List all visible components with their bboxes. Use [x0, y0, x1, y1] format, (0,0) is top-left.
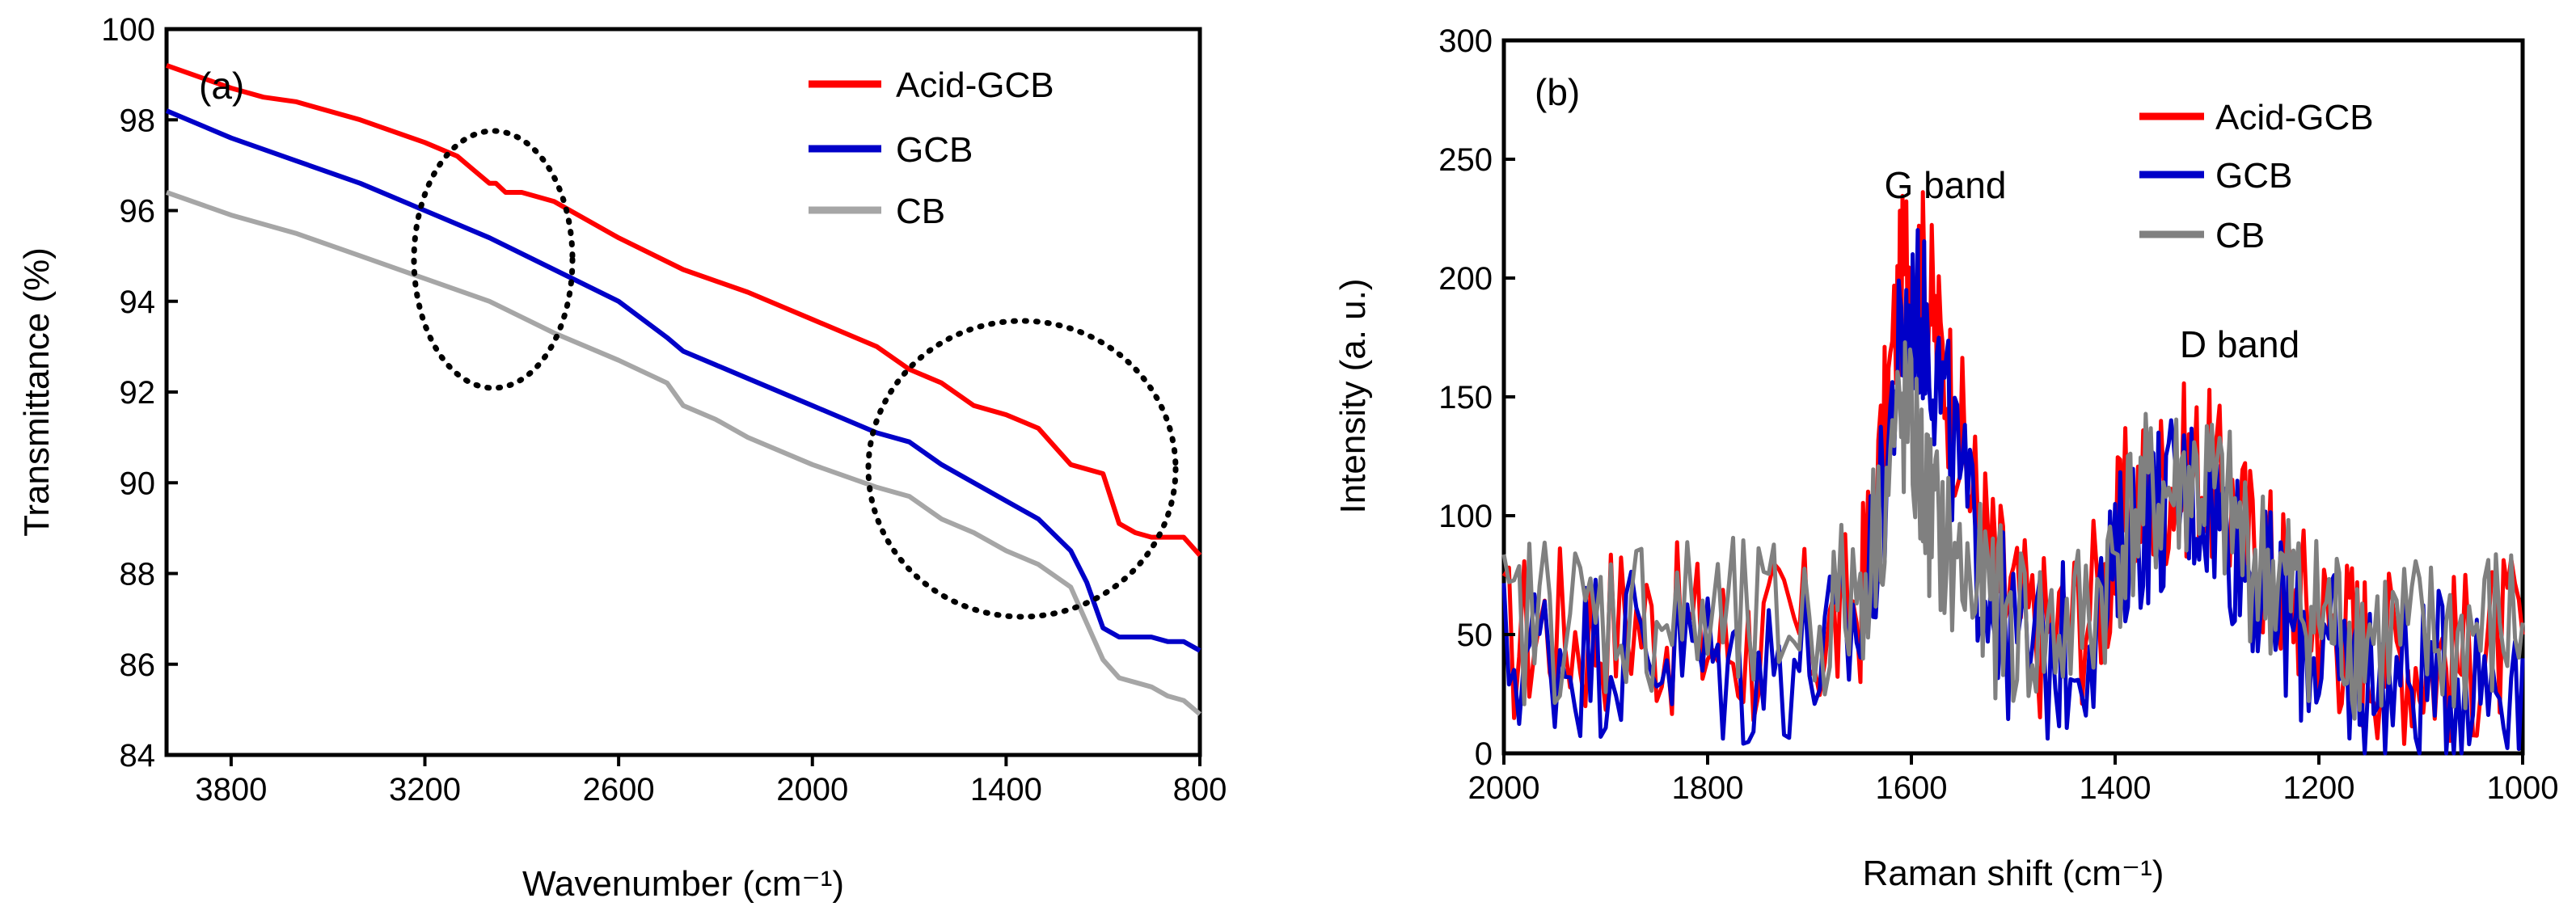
- panel-b-y-tick-label: 100: [1438, 499, 1493, 534]
- d-band-annotation: D band: [2180, 323, 2299, 365]
- panel-a-y-tick-label: 92: [120, 375, 156, 411]
- panel-b-y-tick-label: 150: [1438, 380, 1493, 415]
- panel-a-x-tick-label: 3800: [195, 772, 267, 807]
- panel-b-x-tick-label: 1400: [2080, 770, 2152, 806]
- panel-b-y-tick-label: 250: [1438, 142, 1493, 178]
- panel-b-x-tick-label: 1200: [2283, 770, 2355, 806]
- panel-a-legend-label-gcb: GCB: [896, 130, 973, 170]
- panel-a-y-axis-title: Transmittance (%): [17, 247, 57, 537]
- panel-a-highlight-circle-right: [865, 318, 1179, 620]
- panel-a-label: (a): [199, 65, 244, 107]
- panel-b-y-tick-label: 300: [1438, 23, 1493, 59]
- panel-b-legend-label-acid-gcb: Acid-GCB: [2215, 98, 2374, 137]
- panel-a-x-tick-label: 800: [1173, 772, 1227, 807]
- panel-b-y-tick-label: 50: [1457, 618, 1493, 653]
- panel-b-x-ticks: 2000 1800 1600 1400 1200 1000: [1468, 753, 2559, 806]
- panel-b-x-tick-label: 1800: [1672, 770, 1744, 806]
- panel-b-x-axis-title: Raman shift (cm⁻¹): [1863, 854, 2164, 893]
- panel-b-label: (b): [1535, 71, 1580, 113]
- panel-a-legend-label-acid-gcb: Acid-GCB: [896, 65, 1054, 105]
- panel-a-highlight-circle-left: [411, 128, 576, 391]
- panel-a-legend: Acid-GCB GCB CB: [809, 65, 1054, 231]
- panel-a-x-ticks: 3800 3200 2600 2000 1400 800: [195, 755, 1227, 807]
- panel-a-legend-label-cb: CB: [896, 192, 945, 231]
- panel-b-y-ticks: 0 50 100 150 200 250 300: [1438, 23, 1515, 772]
- panel-b-legend-label-cb: CB: [2215, 216, 2265, 255]
- panel-b-x-tick-label: 1600: [1876, 770, 1948, 806]
- panel-a-y-tick-label: 98: [120, 103, 156, 138]
- panel-a-x-tick-label: 2000: [776, 772, 848, 807]
- panel-a-series-gcb: [165, 108, 1201, 653]
- panel-a-y-tick-label: 84: [120, 738, 156, 774]
- panel-b-x-tick-label: 1000: [2487, 770, 2559, 806]
- panel-a-x-axis-title: Wavenumber (cm⁻¹): [522, 864, 844, 904]
- panel-a-y-tick-label: 86: [120, 647, 156, 683]
- panel-b-legend-label-gcb: GCB: [2215, 156, 2292, 196]
- panel-a-series-cb: [166, 190, 1201, 716]
- panel-a-y-tick-label: 94: [120, 285, 156, 320]
- g-band-annotation: G band: [1885, 164, 2007, 206]
- panel-b-series-group: [1501, 190, 2525, 756]
- panel-b-raman-chart: 0 50 100 150 200 250 300 2000 1800 1600 1400 1200 1…: [1333, 23, 2558, 893]
- panel-b-y-tick-label: 200: [1438, 261, 1493, 297]
- panel-b-legend: Acid-GCB GCB CB: [2139, 98, 2374, 255]
- panel-a-ftir-chart: 84 86 88 90 92 94 96 98 100 3800 3200 2600 2000 1400…: [17, 12, 1227, 904]
- panel-a-y-tick-label: 90: [120, 466, 156, 501]
- panel-b-y-axis-title: Intensity (a. u.): [1333, 278, 1373, 513]
- panel-a-plot-frame: [164, 27, 1202, 757]
- panel-b-series-cb: [1501, 340, 2525, 721]
- panel-a-x-tick-label: 2600: [583, 772, 655, 807]
- panel-a-x-tick-label: 1400: [970, 772, 1042, 807]
- panel-b-x-tick-label: 2000: [1468, 770, 1540, 806]
- panel-a-y-tick-label: 100: [101, 12, 155, 48]
- panel-a-y-tick-label: 88: [120, 557, 156, 592]
- panel-a-y-tick-label: 96: [120, 194, 156, 230]
- panel-a-series-acid-gcb: [166, 63, 1202, 557]
- panel-a-y-ticks: 84 86 88 90 92 94 96 98 100: [101, 12, 178, 774]
- panel-a-x-tick-label: 3200: [389, 772, 461, 807]
- panel-b-y-tick-label: 0: [1475, 736, 1493, 772]
- panel-a-series-group: [165, 63, 1202, 716]
